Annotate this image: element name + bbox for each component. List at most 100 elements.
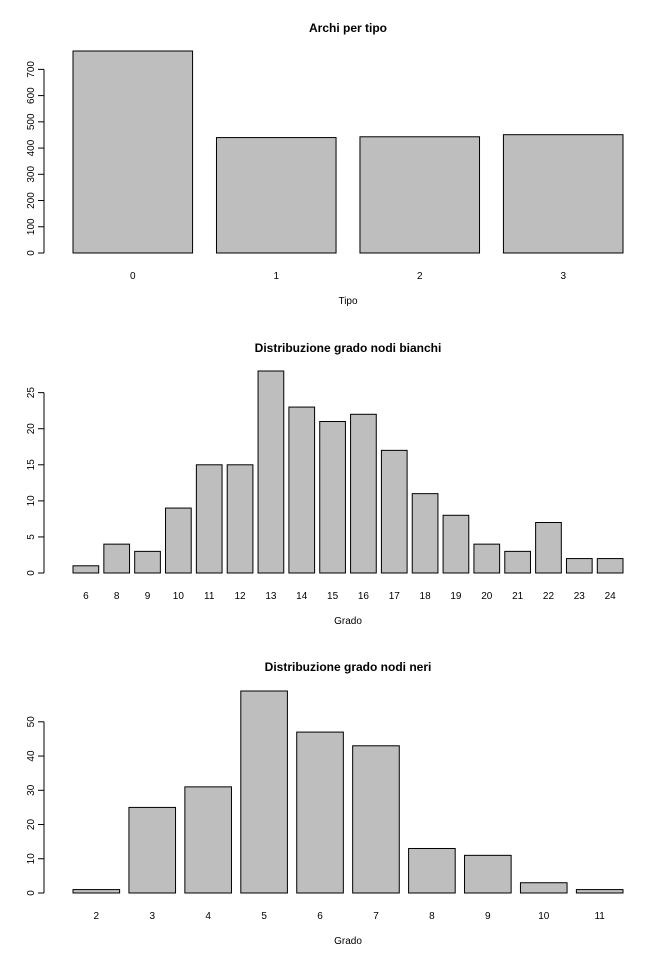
bar-2 — [359, 136, 481, 254]
bar-9 — [134, 550, 161, 574]
bar-6 — [296, 731, 344, 894]
x-axis-label: Grado — [334, 616, 362, 627]
bar-20 — [473, 543, 501, 574]
y-tick-label: 30 — [26, 784, 37, 796]
x-tick-label: 8 — [429, 911, 435, 922]
y-tick-label: 200 — [26, 192, 37, 209]
bar-22 — [535, 522, 562, 574]
chart-title: Distribuzione grado nodi neri — [265, 660, 432, 674]
x-axis-label: Tipo — [338, 296, 358, 307]
x-tick-label: 7 — [373, 911, 379, 922]
x-tick-label: 18 — [420, 591, 432, 602]
y-axis: 0 10 20 30 40 50 — [26, 716, 45, 896]
bar-10 — [519, 882, 568, 894]
x-tick-label: 10 — [173, 591, 185, 602]
x-tick-label: 2 — [94, 911, 100, 922]
x-tick-label: 14 — [296, 591, 308, 602]
y-tick-label: 300 — [26, 166, 37, 183]
x-tick-label: 5 — [261, 911, 267, 922]
chart-archi-per-tipo: Archi per tipo Tipo 0 100 200 300 400 500 600 7… — [26, 21, 624, 307]
bar-15 — [319, 421, 346, 574]
x-tick-label: 12 — [234, 591, 246, 602]
bar-1 — [215, 137, 337, 254]
bar-0 — [72, 50, 194, 254]
bar-5 — [240, 690, 288, 894]
bar-8 — [408, 847, 456, 894]
bar-12 — [226, 464, 254, 574]
bar-13 — [257, 370, 285, 574]
bar-2 — [72, 889, 121, 894]
chart-title: Distribuzione grado nodi bianchi — [255, 341, 442, 355]
bar-6 — [72, 565, 100, 574]
bar-4 — [184, 786, 232, 894]
y-axis: 0 5 10 15 20 25 — [26, 387, 45, 576]
x-axis-label: Grado — [334, 936, 362, 947]
bar-17 — [380, 449, 408, 574]
y-tick-label: 10 — [26, 495, 37, 507]
x-tick-label: 24 — [605, 591, 617, 602]
bar-3 — [502, 134, 624, 254]
y-tick-label: 700 — [26, 61, 37, 78]
chart-distribuzione-grado-nodi-neri: Distribuzione grado nodi neri Grado 0102… — [26, 660, 624, 947]
bars — [72, 50, 624, 254]
bars — [72, 690, 624, 894]
y-tick-label: 25 — [26, 387, 37, 399]
x-tick-label: 20 — [481, 591, 493, 602]
y-tick-label: 50 — [26, 716, 37, 728]
bar-7 — [352, 745, 400, 894]
bar-9 — [464, 854, 512, 894]
y-tick-label: 600 — [26, 87, 37, 104]
x-tick-labels: 2 3 4 5 6 7 8 9 10 11 — [94, 911, 606, 922]
bar-8 — [103, 543, 131, 574]
y-tick-label: 0 — [26, 250, 37, 256]
chart-distribuzione-grado-nodi-bianchi: Distribuzione grado nodi bianchi Grado 0… — [26, 341, 624, 627]
x-tick-label: 4 — [205, 911, 211, 922]
x-tick-label: 0 — [130, 271, 136, 282]
x-tick-label: 13 — [265, 591, 277, 602]
x-tick-label: 15 — [327, 591, 339, 602]
bar-24 — [596, 558, 624, 574]
x-tick-label: 3 — [560, 271, 566, 282]
chart-title: Archi per tipo — [309, 21, 387, 35]
bar-11 — [195, 464, 223, 574]
y-tick-label: 0 — [26, 890, 37, 896]
x-tick-label: 8 — [114, 591, 120, 602]
bar-14 — [288, 406, 316, 574]
x-tick-labels: 6 8 9 10 11 12 13 14 15 16 17 18 19 20 21 22 23 24 — [83, 591, 616, 602]
x-tick-label: 22 — [543, 591, 555, 602]
x-tick-label: 11 — [204, 591, 215, 602]
x-tick-label: 2 — [417, 271, 423, 282]
x-tick-label: 3 — [149, 911, 155, 922]
y-tick-label: 20 — [26, 819, 37, 831]
bar-16 — [350, 413, 377, 574]
bar-11 — [575, 889, 624, 894]
y-tick-label: 10 — [26, 853, 37, 865]
x-tick-label: 10 — [538, 911, 550, 922]
x-tick-labels: 0 1 2 3 — [130, 271, 566, 282]
x-tick-label: 21 — [512, 591, 524, 602]
bar-18 — [411, 493, 439, 574]
y-tick-label: 400 — [26, 139, 37, 156]
bar-10 — [165, 507, 192, 574]
x-tick-label: 17 — [389, 591, 401, 602]
y-tick-label: 100 — [26, 218, 37, 235]
x-tick-label: 16 — [358, 591, 370, 602]
bar-3 — [128, 806, 177, 894]
bar-19 — [442, 514, 470, 574]
y-tick-label: 15 — [26, 459, 37, 471]
y-tick-label: 40 — [26, 750, 37, 762]
y-tick-label: 0 — [26, 570, 37, 576]
x-tick-label: 23 — [574, 591, 586, 602]
y-axis: 0 100 200 300 400 500 600 700 — [26, 61, 45, 256]
x-tick-label: 6 — [317, 911, 323, 922]
x-tick-label: 11 — [594, 911, 605, 922]
y-tick-label: 5 — [26, 534, 37, 540]
y-tick-label: 20 — [26, 423, 37, 435]
bar-21 — [504, 550, 531, 574]
x-tick-label: 6 — [83, 591, 89, 602]
x-tick-label: 19 — [450, 591, 462, 602]
x-tick-label: 9 — [145, 591, 151, 602]
y-tick-label: 500 — [26, 113, 37, 130]
x-tick-label: 9 — [485, 911, 491, 922]
